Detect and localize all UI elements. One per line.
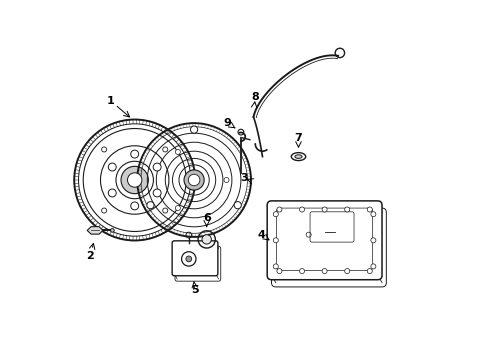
Circle shape <box>190 126 197 133</box>
Text: 6: 6 <box>203 213 210 223</box>
Circle shape <box>273 238 278 243</box>
Text: 8: 8 <box>251 92 259 102</box>
Text: 2: 2 <box>86 251 94 261</box>
Circle shape <box>299 269 304 274</box>
Circle shape <box>234 202 241 209</box>
Circle shape <box>370 238 375 243</box>
Text: 9: 9 <box>223 118 231 128</box>
Circle shape <box>273 264 278 269</box>
Circle shape <box>370 264 375 269</box>
FancyBboxPatch shape <box>266 201 381 280</box>
Circle shape <box>202 235 211 244</box>
Circle shape <box>153 189 161 197</box>
Circle shape <box>130 202 139 210</box>
Circle shape <box>273 212 278 217</box>
Circle shape <box>110 229 114 232</box>
Circle shape <box>344 269 349 274</box>
Circle shape <box>188 174 200 186</box>
Circle shape <box>183 170 204 190</box>
Circle shape <box>130 150 139 158</box>
Text: 4: 4 <box>257 230 265 240</box>
Circle shape <box>127 173 142 187</box>
Circle shape <box>366 269 371 274</box>
Circle shape <box>146 202 154 209</box>
Circle shape <box>185 256 191 262</box>
Circle shape <box>102 208 106 213</box>
Circle shape <box>175 206 180 211</box>
Circle shape <box>322 269 326 274</box>
Circle shape <box>224 177 228 183</box>
Circle shape <box>175 149 180 154</box>
Text: 1: 1 <box>106 96 114 106</box>
Circle shape <box>276 269 282 274</box>
Polygon shape <box>87 227 103 234</box>
Circle shape <box>299 207 304 212</box>
Circle shape <box>121 166 148 194</box>
Text: 7: 7 <box>294 132 302 143</box>
Circle shape <box>102 147 106 152</box>
Circle shape <box>366 207 371 212</box>
Circle shape <box>108 163 116 171</box>
Circle shape <box>322 207 326 212</box>
FancyBboxPatch shape <box>172 241 218 276</box>
Circle shape <box>276 207 282 212</box>
Ellipse shape <box>294 155 302 158</box>
Circle shape <box>108 189 116 197</box>
Ellipse shape <box>291 153 305 161</box>
Circle shape <box>163 208 167 213</box>
Circle shape <box>163 147 167 152</box>
Circle shape <box>153 163 161 171</box>
Text: 5: 5 <box>191 285 199 295</box>
Circle shape <box>370 212 375 217</box>
Text: 3: 3 <box>240 173 248 183</box>
Circle shape <box>344 207 349 212</box>
